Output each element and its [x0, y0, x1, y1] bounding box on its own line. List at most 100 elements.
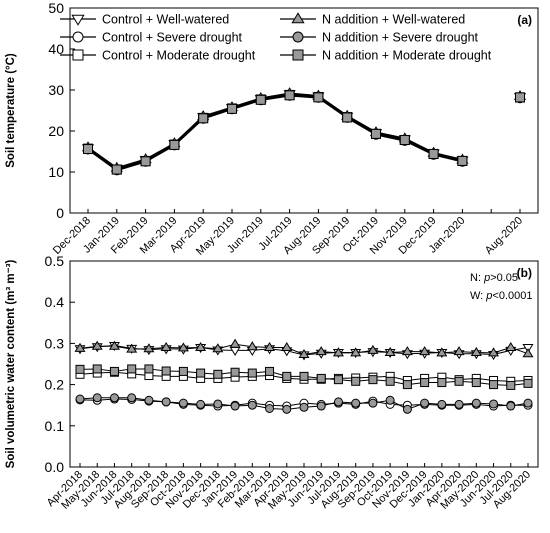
data-point: [195, 341, 207, 352]
panel-label: (a): [517, 13, 532, 27]
data-point: [428, 148, 439, 159]
data-point: [264, 341, 276, 352]
data-point: [213, 399, 223, 409]
stat-annotation: N: p>0.05: [470, 272, 518, 284]
data-point: [140, 156, 151, 167]
plot-frame: [69, 7, 539, 214]
legend-marker: [292, 31, 304, 43]
data-point: [368, 375, 378, 385]
data-point: [384, 346, 396, 356]
data-point: [385, 376, 395, 386]
y-axis-label: Soil temperature (°C): [5, 53, 17, 168]
data-point: [75, 394, 85, 404]
data-point: [229, 338, 241, 348]
data-point: [350, 347, 362, 357]
data-point: [420, 398, 430, 408]
data-point: [419, 346, 431, 356]
data-point: [316, 401, 326, 411]
legend-marker: [71, 14, 85, 26]
data-point: [399, 135, 410, 146]
data-point: [454, 376, 464, 386]
legend-label: N addition + Moderate drought: [322, 49, 492, 63]
data-point: [247, 368, 257, 378]
data-point: [505, 341, 517, 352]
data-point: [299, 402, 309, 412]
stat-value: >0.05: [490, 272, 518, 284]
data-point: [161, 397, 171, 407]
data-point: [333, 375, 343, 385]
data-point: [401, 346, 413, 356]
data-point: [230, 367, 240, 377]
series-5: [75, 393, 533, 414]
y-tick-label: 40: [48, 41, 64, 57]
y-tick-label: 20: [48, 123, 64, 139]
data-point: [92, 393, 102, 403]
data-point: [91, 340, 103, 350]
data-point: [108, 340, 120, 350]
data-point: [282, 371, 292, 381]
data-point: [75, 364, 85, 374]
series-4: [74, 338, 534, 359]
data-point: [402, 380, 412, 390]
data-point: [92, 364, 102, 374]
legend-item-4: N addition + Well-watered: [280, 12, 465, 27]
data-point: [454, 399, 464, 409]
legend-item-1: Control + Well-watered: [60, 13, 229, 27]
legend-label: Control + Severe drought: [102, 31, 243, 45]
data-point: [333, 397, 343, 407]
data-point: [178, 366, 188, 376]
data-point: [111, 164, 122, 175]
data-point: [453, 346, 465, 356]
data-point: [265, 403, 275, 413]
y-tick-label: 10: [48, 164, 64, 180]
data-point: [402, 404, 412, 414]
data-point: [227, 103, 237, 114]
data-point: [437, 399, 447, 409]
data-point: [213, 369, 223, 379]
data-point: [457, 155, 468, 166]
x-tick-label: Aug-2020: [483, 215, 525, 257]
data-point: [246, 341, 258, 351]
data-point: [351, 398, 361, 408]
data-point: [332, 347, 344, 357]
data-point: [470, 346, 482, 356]
data-point: [144, 395, 154, 405]
data-point: [265, 366, 275, 376]
series-6: [75, 364, 533, 390]
data-point: [351, 376, 361, 386]
data-point: [506, 380, 516, 390]
data-point: [315, 346, 327, 356]
data-point: [313, 92, 324, 103]
plot-frame: [69, 260, 539, 468]
legend-label: Control + Well-watered: [102, 13, 229, 27]
data-point: [229, 346, 241, 356]
data-point: [471, 398, 481, 408]
chart-panel-b: 0.00.10.20.30.40.5Apr-2018May-2018Jun-20…: [5, 253, 539, 512]
legend-item-5: N addition + Severe drought: [280, 31, 479, 45]
y-tick-label: 0.3: [45, 335, 65, 351]
legend-label: N addition + Well-watered: [322, 13, 465, 27]
data-point: [161, 366, 171, 376]
data-point: [196, 368, 206, 378]
data-point: [506, 401, 516, 411]
chart-panel-a: 01020304050Dec-2018Jan-2019Feb-2019Mar-2…: [5, 0, 539, 258]
data-point: [212, 343, 224, 353]
stat-symbol: p: [483, 272, 490, 284]
data-point: [230, 401, 240, 411]
data-point: [177, 342, 189, 352]
legend-label: Control + Moderate drought: [102, 49, 256, 63]
data-point: [522, 348, 534, 358]
data-point: [196, 399, 206, 409]
data-point: [169, 139, 180, 150]
data-point: [83, 144, 93, 155]
stat-value: <0.0001: [492, 290, 532, 302]
data-point: [127, 364, 137, 374]
data-point: [316, 373, 326, 383]
data-point: [160, 341, 172, 352]
data-point: [282, 404, 292, 414]
data-point: [74, 342, 86, 352]
data-point: [255, 94, 266, 105]
legend-marker: [292, 49, 304, 61]
data-point: [198, 113, 209, 124]
legend-marker: [291, 12, 305, 24]
